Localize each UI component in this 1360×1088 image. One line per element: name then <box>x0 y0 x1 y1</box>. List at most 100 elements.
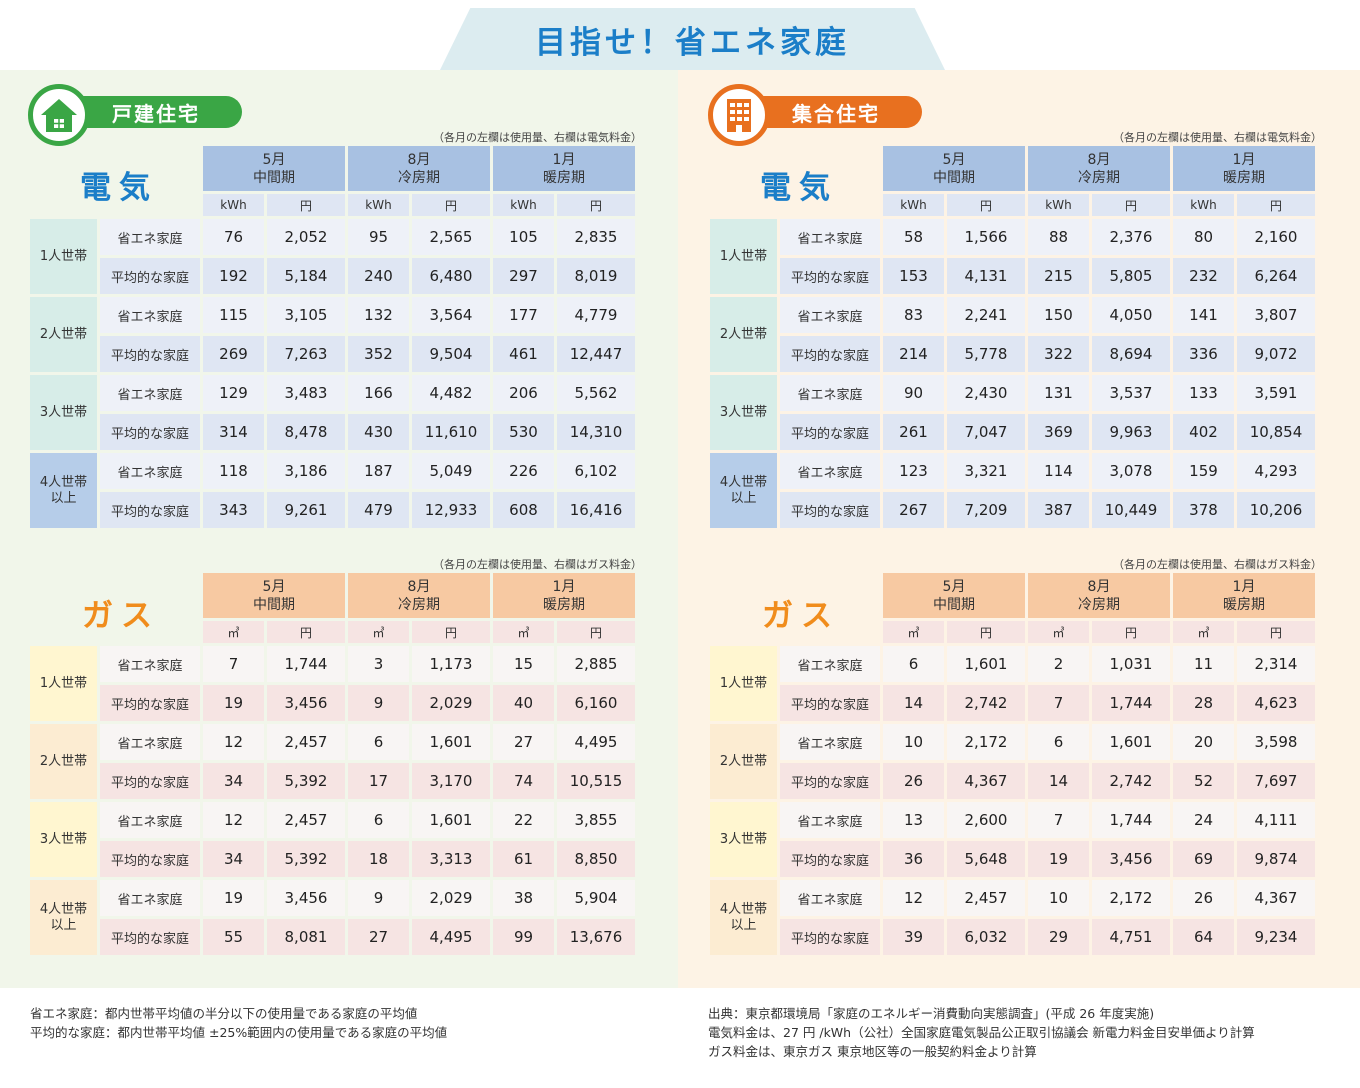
usage-cell: 99 <box>493 919 554 955</box>
month-label: 8月 <box>407 578 431 595</box>
cost-cell: 2,457 <box>947 880 1025 916</box>
cost-cell: 3,186 <box>267 453 345 489</box>
left-electric-label: 電気 <box>80 170 158 206</box>
unit-header: 円 <box>1237 194 1315 216</box>
cost-cell: 6,102 <box>557 453 635 489</box>
household-type-label: 平均的な家庭 <box>100 336 200 372</box>
usage-cell: 17 <box>348 763 409 799</box>
household-group-label: 1人世帯 <box>30 646 97 721</box>
usage-cell: 461 <box>493 336 554 372</box>
usage-cell: 9 <box>348 880 409 916</box>
unit-header: 円 <box>412 194 490 216</box>
left-gas-note: （各月の左欄は使用量、右欄はガス料金） <box>433 558 642 571</box>
cost-cell: 2,314 <box>1237 646 1315 682</box>
unit-header: ㎥ <box>348 621 409 643</box>
usage-cell: 430 <box>348 414 409 450</box>
usage-cell: 336 <box>1173 336 1234 372</box>
household-type-label: 省エネ家庭 <box>780 297 880 333</box>
usage-cell: 80 <box>1173 219 1234 255</box>
table-row: 平均的な家庭 14 2,742 7 1,744 28 4,623 <box>710 685 1315 721</box>
apartment-building-icon <box>708 84 770 146</box>
household-group-label: 4人世帯 以上 <box>30 880 97 955</box>
usage-cell: 14 <box>883 685 944 721</box>
household-type-label: 平均的な家庭 <box>780 492 880 528</box>
cost-cell: 4,367 <box>947 763 1025 799</box>
cost-cell: 7,697 <box>1237 763 1315 799</box>
usage-cell: 215 <box>1028 258 1089 294</box>
cost-cell: 4,495 <box>412 919 490 955</box>
detached-house-badge: 戸建住宅 <box>28 84 242 146</box>
month-header: 5月 中間期 <box>883 573 1025 618</box>
season-label: 中間期 <box>253 596 295 613</box>
usage-cell: 6 <box>348 802 409 838</box>
household-group-label: 4人世帯 以上 <box>710 453 777 528</box>
unit-header: 円 <box>267 621 345 643</box>
household-group-label: 3人世帯 <box>30 802 97 877</box>
month-header: 5月 中間期 <box>203 146 345 191</box>
unit-header: 円 <box>1092 194 1170 216</box>
household-type-label: 平均的な家庭 <box>100 763 200 799</box>
household-type-label: 平均的な家庭 <box>100 258 200 294</box>
cost-cell: 5,648 <box>947 841 1025 877</box>
table-row: 1人世帯 省エネ家庭 7 1,744 3 1,173 15 2,885 <box>30 646 635 721</box>
cost-cell: 3,078 <box>1092 453 1170 489</box>
cost-cell: 9,072 <box>1237 336 1315 372</box>
month-header: 1月 暖房期 <box>1173 146 1315 191</box>
usage-cell: 19 <box>203 685 264 721</box>
cost-cell: 1,173 <box>412 646 490 682</box>
usage-cell: 343 <box>203 492 264 528</box>
apartment-badge: 集合住宅 <box>708 84 922 146</box>
usage-cell: 26 <box>883 763 944 799</box>
cost-cell: 5,392 <box>267 763 345 799</box>
month-header: 8月 冷房期 <box>348 573 490 618</box>
usage-cell: 115 <box>203 297 264 333</box>
cost-cell: 1,601 <box>412 802 490 838</box>
unit-header: ㎥ <box>493 621 554 643</box>
cost-cell: 2,172 <box>1092 880 1170 916</box>
unit-header: kWh <box>883 194 944 216</box>
household-group-line: 3人世帯 <box>719 831 768 847</box>
left-gas-label: ガス <box>82 598 160 634</box>
usage-cell: 61 <box>493 841 554 877</box>
cost-cell: 8,478 <box>267 414 345 450</box>
cost-cell: 1,031 <box>1092 646 1170 682</box>
usage-cell: 64 <box>1173 919 1234 955</box>
household-group-line: 4人世帯 <box>39 474 88 490</box>
month-label: 1月 <box>552 151 576 168</box>
cost-cell: 4,131 <box>947 258 1025 294</box>
usage-cell: 52 <box>1173 763 1234 799</box>
usage-cell: 2 <box>1028 646 1089 682</box>
usage-cell: 27 <box>348 919 409 955</box>
table-row: 平均的な家庭 19 3,456 9 2,029 40 6,160 <box>30 685 635 721</box>
page-title-banner: 目指せ！省エネ家庭 <box>440 8 945 70</box>
cost-cell: 3,537 <box>1092 375 1170 411</box>
cost-cell: 2,029 <box>412 685 490 721</box>
usage-cell: 608 <box>493 492 554 528</box>
cost-cell: 2,172 <box>947 724 1025 760</box>
season-label: 暖房期 <box>543 596 585 613</box>
cost-cell: 5,392 <box>267 841 345 877</box>
usage-cell: 38 <box>493 880 554 916</box>
household-group-line: 2人世帯 <box>39 753 88 769</box>
usage-cell: 3 <box>348 646 409 682</box>
usage-cell: 123 <box>883 453 944 489</box>
usage-cell: 39 <box>883 919 944 955</box>
usage-cell: 7 <box>1028 685 1089 721</box>
season-label: 冷房期 <box>1078 596 1120 613</box>
usage-cell: 28 <box>1173 685 1234 721</box>
cost-cell: 10,854 <box>1237 414 1315 450</box>
cost-cell: 5,184 <box>267 258 345 294</box>
footer-definitions: 省エネ家庭：都内世帯平均値の半分以下の使用量である家庭の平均値 平均的な家庭：都… <box>30 1004 447 1042</box>
usage-cell: 132 <box>348 297 409 333</box>
table-row: 平均的な家庭 153 4,131 215 5,805 232 6,264 <box>710 258 1315 294</box>
usage-cell: 12 <box>883 880 944 916</box>
cost-cell: 2,742 <box>947 685 1025 721</box>
table-row: 1人世帯 省エネ家庭 58 1,566 88 2,376 80 2,160 <box>710 219 1315 294</box>
household-group-label: 1人世帯 <box>710 646 777 721</box>
cost-cell: 2,430 <box>947 375 1025 411</box>
table-row: 2人世帯 省エネ家庭 12 2,457 6 1,601 27 4,495 <box>30 724 635 799</box>
usage-cell: 133 <box>1173 375 1234 411</box>
cost-cell: 5,562 <box>557 375 635 411</box>
household-type-label: 省エネ家庭 <box>100 297 200 333</box>
household-group-label: 1人世帯 <box>710 219 777 294</box>
